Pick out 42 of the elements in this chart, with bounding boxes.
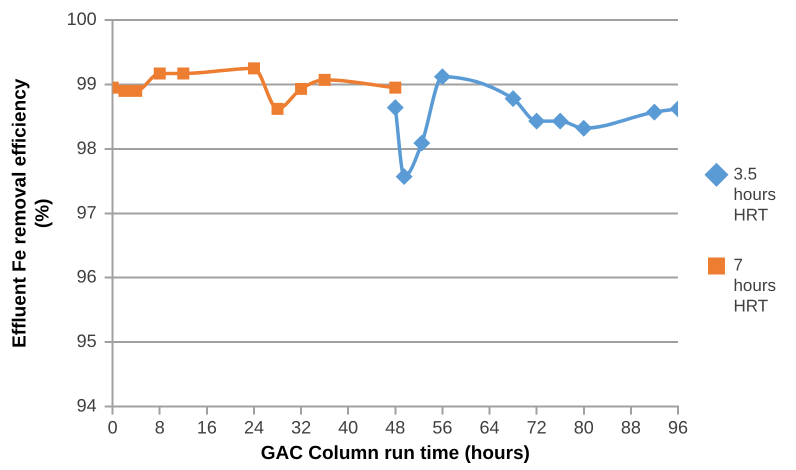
point xyxy=(118,84,130,97)
point xyxy=(177,67,190,80)
x-tick-label: 72 xyxy=(526,417,547,438)
y-axis-title: Effluent Fe removal efficiency (%) xyxy=(10,78,54,348)
y-tick-label: 95 xyxy=(76,331,97,352)
x-tick-label: 96 xyxy=(668,417,688,438)
y-tick-label: 94 xyxy=(76,396,97,416)
y-tick-label: 100 xyxy=(66,8,97,29)
point xyxy=(389,82,402,94)
point xyxy=(272,102,284,115)
x-tick-label: 32 xyxy=(291,417,312,438)
point xyxy=(248,62,260,74)
y-tick-label: 99 xyxy=(76,73,97,94)
point xyxy=(552,113,568,129)
x-tick-label: 16 xyxy=(196,417,217,438)
point xyxy=(295,82,308,95)
legend-label: 7 hours HRT xyxy=(733,256,776,316)
point xyxy=(414,135,430,151)
x-tick-label: 0 xyxy=(108,417,118,438)
x-tick-label: 40 xyxy=(338,417,358,438)
point xyxy=(646,104,662,120)
x-axis-title: GAC Column run time (hours) xyxy=(260,442,530,464)
y-tick-label: 96 xyxy=(76,266,97,287)
x-tick-label: 80 xyxy=(574,417,594,438)
x-tick-label: 64 xyxy=(480,417,500,438)
x-tick-label: 48 xyxy=(385,417,406,438)
point xyxy=(528,113,544,129)
x-tick-label: 8 xyxy=(154,417,165,438)
point xyxy=(130,84,142,97)
point xyxy=(434,68,450,84)
x-tick-label: 88 xyxy=(620,417,641,438)
y-tick-label: 98 xyxy=(76,138,97,158)
y-tick-label: 97 xyxy=(76,202,97,222)
point xyxy=(388,100,404,116)
point xyxy=(505,90,521,106)
point xyxy=(154,67,166,80)
point xyxy=(396,168,412,184)
x-tick-label: 56 xyxy=(432,417,452,438)
point xyxy=(318,74,331,86)
x-tick-label: 24 xyxy=(244,417,264,438)
point xyxy=(576,120,592,136)
legend-label: 3.5 hours HRT xyxy=(733,164,776,224)
